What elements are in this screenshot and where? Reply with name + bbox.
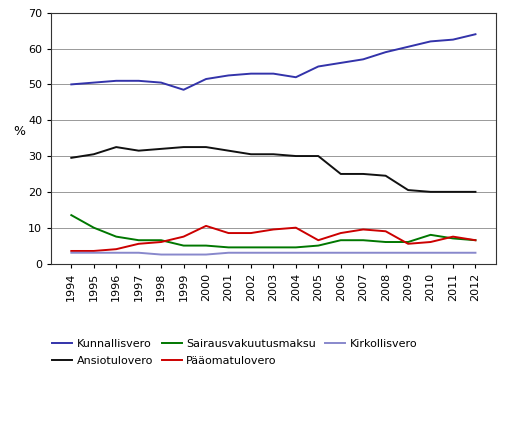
Legend: Kunnallisvero, Ansiotulovero, Sairausvakuutusmaksu, Pääomatulovero, Kirkollisver: Kunnallisvero, Ansiotulovero, Sairausvak… <box>52 339 417 366</box>
Y-axis label: %: % <box>14 125 26 138</box>
